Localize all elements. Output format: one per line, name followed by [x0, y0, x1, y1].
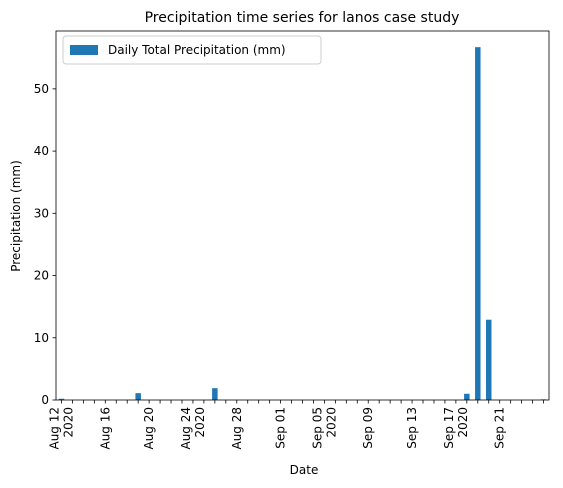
legend-swatch	[70, 45, 98, 55]
x-tick-label: Aug 28	[230, 407, 244, 450]
y-tick-label: 20	[34, 269, 49, 283]
x-tick-label: Sep 172020	[442, 407, 470, 449]
axes-frame	[55, 30, 550, 401]
x-tick-label: Sep 09	[361, 407, 375, 449]
y-tick-label: 30	[34, 206, 49, 220]
x-tick-label: Sep 13	[405, 407, 419, 449]
chart-title: Precipitation time series for lanos case…	[145, 10, 460, 26]
bar	[464, 393, 470, 400]
x-tick-label: Aug 20	[142, 407, 156, 450]
x-tick-label: Sep 21	[493, 407, 507, 449]
x-axis-label: Date	[290, 463, 319, 477]
x-tick-label: Aug 16	[98, 407, 112, 450]
x-tick-label: Aug 122020	[47, 407, 75, 450]
bar	[212, 388, 218, 400]
bar	[135, 393, 141, 400]
plot-area: Aug 122020 Aug 16 Aug 20 Aug 242020 Aug 28 Se…	[34, 30, 550, 450]
y-tick-label: 10	[34, 331, 49, 345]
legend: Daily Total Precipitation (mm)	[62, 35, 322, 65]
bar	[475, 47, 481, 401]
bar	[58, 398, 65, 400]
legend-label: Daily Total Precipitation (mm)	[108, 43, 286, 57]
x-tick-label: Sep 01	[274, 407, 288, 449]
legend-frame	[62, 35, 322, 65]
x-tick-label: Sep 052020	[310, 407, 338, 449]
y-axis-label: Precipitation (mm)	[9, 160, 23, 272]
y-tick-label: 50	[34, 82, 49, 96]
y-tick-label: 0	[41, 393, 49, 407]
bar	[486, 319, 492, 400]
y-tick-label: 40	[34, 144, 49, 158]
x-tick-label: Aug 242020	[179, 407, 207, 450]
